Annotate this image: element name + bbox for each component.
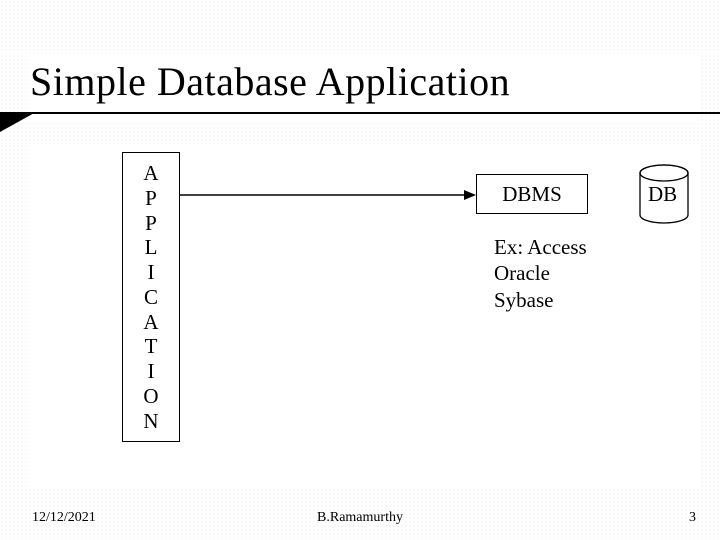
corner-fold-icon xyxy=(0,112,36,132)
dot-band-top xyxy=(0,0,720,54)
application-letter: I xyxy=(148,359,155,384)
dbms-box: DBMS xyxy=(476,174,588,214)
examples-line: Sybase xyxy=(494,287,587,313)
footer-page: 3 xyxy=(689,510,696,526)
dot-band-r2 xyxy=(700,144,720,488)
application-letter: I xyxy=(148,260,155,285)
application-letter: N xyxy=(143,409,158,434)
application-letter: P xyxy=(145,211,157,236)
dbms-label: DBMS xyxy=(502,182,562,207)
application-letter: P xyxy=(145,186,157,211)
slide-title: Simple Database Application xyxy=(30,58,510,105)
examples-line: Ex: Access xyxy=(494,234,587,260)
db-label: DB xyxy=(648,182,677,207)
dot-band-l2 xyxy=(0,144,26,488)
dot-band-mid xyxy=(0,122,720,144)
arrow-app-to-dbms xyxy=(180,188,476,202)
application-letter: A xyxy=(143,161,158,186)
footer-author: B.Ramamurthy xyxy=(0,510,720,526)
dbms-examples: Ex: Access Oracle Sybase xyxy=(494,234,587,313)
title-underline xyxy=(0,112,720,114)
application-letter: L xyxy=(145,235,158,260)
application-letter: A xyxy=(143,310,158,335)
application-letter: C xyxy=(144,285,158,310)
application-letter: T xyxy=(145,334,158,359)
examples-line: Oracle xyxy=(494,260,587,286)
application-letter: O xyxy=(143,384,158,409)
application-box: A P P L I C A T I O N xyxy=(122,152,180,442)
